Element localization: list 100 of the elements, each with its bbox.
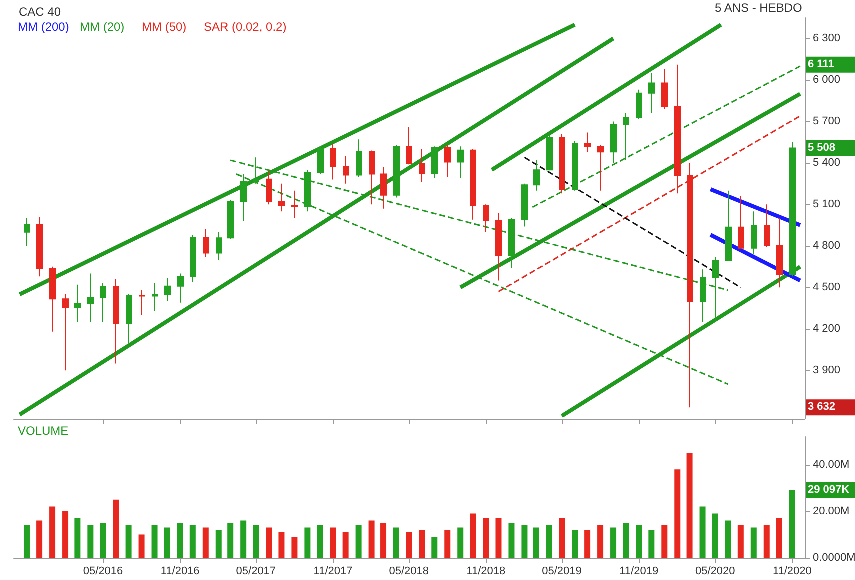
bar: [584, 530, 591, 558]
candlestick: [406, 126, 412, 166]
bar: [36, 520, 43, 558]
bar: [458, 528, 464, 558]
bar: [738, 525, 744, 558]
bar: [253, 525, 260, 558]
bar: [292, 537, 298, 558]
bar: [74, 518, 81, 558]
bar: [725, 520, 732, 558]
bar: [674, 470, 681, 558]
bar: [368, 520, 375, 558]
bar: [240, 520, 247, 558]
y-tick-label: 20.00M: [813, 505, 850, 518]
candlestick: [87, 273, 94, 323]
candlestick: [74, 284, 81, 323]
text: 5 508: [808, 142, 836, 154]
y-tick-label: 4 200: [813, 323, 841, 336]
bar: [623, 523, 630, 558]
candlestick: [610, 121, 617, 164]
bar: [662, 525, 668, 558]
bar: [419, 530, 426, 558]
candlestick: [216, 232, 222, 260]
candlestick: [36, 216, 43, 278]
bar: [50, 506, 56, 558]
bar: [700, 506, 706, 558]
bar: [444, 530, 451, 558]
x-tick-label: 11/2019: [620, 566, 659, 578]
y-tick-label: 6 300: [813, 32, 841, 45]
y-tick-label: 5 400: [813, 157, 841, 170]
bar: [686, 453, 693, 558]
y-tick-label: 40.00M: [813, 458, 850, 471]
candlestick: [278, 183, 285, 212]
bar: [138, 534, 145, 558]
candlestick: [636, 89, 642, 120]
candlestick: [470, 148, 476, 220]
bar: [24, 525, 30, 558]
text: 6 111: [808, 58, 834, 70]
candlestick: [369, 150, 375, 206]
bar: [356, 525, 362, 558]
bar: [113, 500, 120, 558]
annotation: SAR (0.02, 0.2): [204, 20, 287, 34]
candlestick: [483, 204, 489, 233]
bar: [266, 528, 272, 558]
bar: [202, 528, 209, 558]
bar: [190, 525, 196, 558]
text: 3 632: [808, 401, 836, 414]
candlestick: [776, 218, 783, 288]
x-tick-label: 11/2020: [772, 566, 812, 578]
candlestick: [457, 146, 464, 179]
candlestick: [343, 156, 349, 184]
bar: [776, 518, 782, 558]
x-tick-label: 05/2020: [695, 566, 736, 578]
y-tick-label: 4 800: [813, 240, 841, 252]
candlestick: [380, 166, 387, 210]
text: 29 097K: [808, 484, 850, 496]
annotation: MM (20): [80, 20, 125, 34]
candlestick: [444, 144, 451, 178]
bar: [380, 523, 387, 558]
candlestick: [508, 218, 515, 269]
candlestick: [164, 277, 171, 302]
x-tick-label: 05/2018: [389, 566, 429, 578]
bar: [177, 523, 184, 558]
candlestick: [317, 146, 324, 175]
bar: [508, 523, 515, 558]
candlestick: [431, 146, 438, 179]
candlestick: [291, 190, 298, 219]
bar: [559, 518, 565, 558]
bar: [394, 528, 400, 558]
candlestick: [738, 196, 744, 250]
bar: [100, 523, 106, 558]
bar: [88, 525, 94, 558]
candlestick: [572, 140, 578, 192]
bar: [572, 530, 578, 558]
bar: [317, 525, 324, 558]
bar: [432, 537, 438, 558]
candlestick: [764, 204, 770, 248]
bar: [712, 514, 718, 558]
y-tick-label: 0.0000M: [813, 552, 855, 564]
bar: [470, 514, 476, 558]
bar: [483, 518, 490, 558]
candlestick: [725, 190, 732, 262]
bar: [342, 532, 349, 558]
candlestick: [49, 266, 56, 332]
candlestick: [597, 144, 604, 192]
candlestick: [419, 148, 425, 184]
bar: [610, 528, 617, 558]
candlestick: [330, 143, 336, 180]
candlestick: [751, 211, 757, 255]
bar: [164, 528, 170, 558]
candlestick: [62, 294, 69, 372]
candlestick: [356, 139, 362, 178]
y-tick-label: 5 700: [813, 116, 841, 128]
bar: [789, 490, 796, 558]
candlestick: [521, 183, 528, 228]
y-tick-label: 5 100: [813, 198, 841, 211]
candlestick: [177, 273, 184, 304]
bar: [750, 528, 757, 558]
bar: [62, 511, 69, 558]
annotation: MM (200): [18, 20, 70, 34]
candlestick: [113, 278, 119, 364]
